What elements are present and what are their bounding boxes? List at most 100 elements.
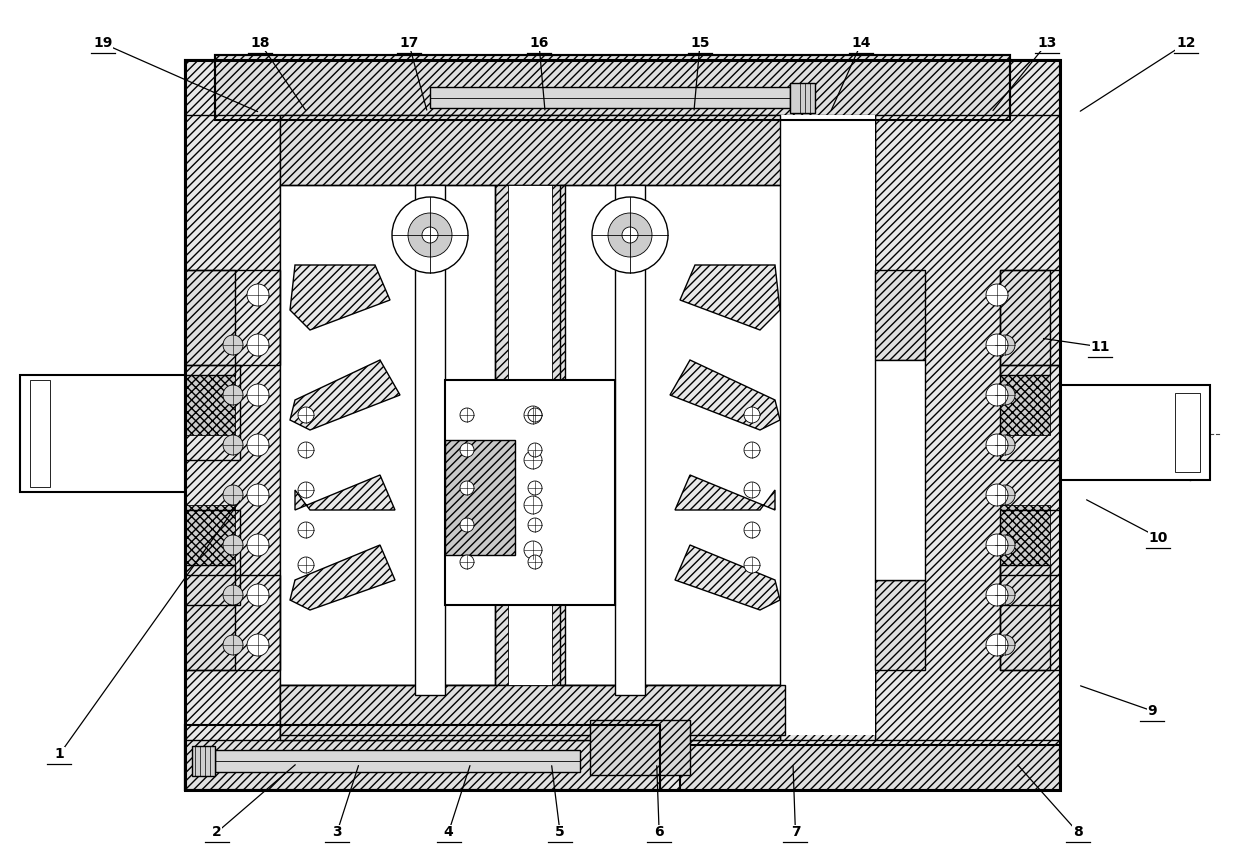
Polygon shape xyxy=(560,440,781,685)
Text: 1: 1 xyxy=(55,747,64,761)
Circle shape xyxy=(524,541,541,559)
Bar xyxy=(445,380,615,605)
Bar xyxy=(185,270,235,375)
Circle shape xyxy=(247,484,269,506)
Circle shape xyxy=(460,518,475,532)
Circle shape xyxy=(524,496,541,514)
Bar xyxy=(185,565,235,670)
Bar xyxy=(875,360,926,580)
Bar xyxy=(1175,393,1201,472)
Circle shape xyxy=(995,335,1015,355)
Text: 12: 12 xyxy=(1176,36,1196,50)
Circle shape xyxy=(528,555,541,569)
Circle shape xyxy=(528,408,541,422)
Circle shape xyxy=(223,335,243,355)
Polygon shape xyxy=(290,545,395,610)
Bar xyxy=(216,750,580,772)
Text: 10: 10 xyxy=(1149,531,1168,544)
Circle shape xyxy=(299,442,313,458)
Circle shape xyxy=(223,385,243,405)
Circle shape xyxy=(995,585,1015,605)
Bar xyxy=(280,185,496,685)
Bar xyxy=(1000,365,1061,460)
Polygon shape xyxy=(675,475,776,510)
Bar xyxy=(280,115,781,740)
Circle shape xyxy=(247,384,269,406)
Bar xyxy=(615,185,646,695)
Bar xyxy=(280,685,786,735)
Polygon shape xyxy=(675,545,781,610)
Bar xyxy=(280,115,875,735)
Bar xyxy=(875,270,926,360)
Polygon shape xyxy=(290,265,390,330)
Circle shape xyxy=(528,518,541,532)
Bar xyxy=(1000,510,1061,605)
Polygon shape xyxy=(295,475,395,510)
Circle shape xyxy=(995,535,1015,555)
Bar xyxy=(1061,385,1211,480)
Circle shape xyxy=(995,485,1015,505)
Circle shape xyxy=(392,197,468,273)
Bar xyxy=(875,580,926,670)
Circle shape xyxy=(299,557,313,573)
Circle shape xyxy=(299,407,313,423)
Circle shape xyxy=(986,334,1009,356)
Bar xyxy=(185,505,235,585)
Circle shape xyxy=(592,197,668,273)
Bar xyxy=(185,365,240,460)
Circle shape xyxy=(247,434,269,456)
Circle shape xyxy=(247,634,269,656)
Bar xyxy=(1000,565,1049,670)
Circle shape xyxy=(247,284,269,306)
Bar xyxy=(1000,270,1061,365)
Text: 19: 19 xyxy=(93,36,113,50)
Circle shape xyxy=(986,284,1009,306)
Circle shape xyxy=(524,406,541,424)
Circle shape xyxy=(460,408,475,422)
Bar xyxy=(20,375,185,492)
Bar xyxy=(790,83,815,113)
Circle shape xyxy=(223,485,243,505)
Text: 7: 7 xyxy=(790,825,800,839)
Circle shape xyxy=(247,534,269,556)
Circle shape xyxy=(995,435,1015,455)
Text: 4: 4 xyxy=(444,825,453,839)
Circle shape xyxy=(524,451,541,469)
Polygon shape xyxy=(290,440,420,600)
Text: 11: 11 xyxy=(1090,340,1110,354)
Bar xyxy=(280,685,781,740)
Circle shape xyxy=(622,227,638,243)
Circle shape xyxy=(743,407,760,423)
Bar xyxy=(280,115,781,185)
Bar xyxy=(185,270,280,365)
Circle shape xyxy=(299,522,313,538)
Circle shape xyxy=(460,555,475,569)
Circle shape xyxy=(299,482,313,498)
Polygon shape xyxy=(290,360,400,430)
Circle shape xyxy=(743,482,760,498)
Circle shape xyxy=(528,443,541,457)
Bar xyxy=(875,115,1061,740)
Circle shape xyxy=(247,584,269,606)
Circle shape xyxy=(528,481,541,495)
Bar xyxy=(185,725,660,790)
Text: 16: 16 xyxy=(529,36,549,50)
Bar xyxy=(445,440,515,555)
Bar xyxy=(185,355,235,435)
Polygon shape xyxy=(560,185,781,440)
Bar xyxy=(560,185,781,685)
Text: 13: 13 xyxy=(1037,36,1057,50)
Circle shape xyxy=(422,227,439,243)
Circle shape xyxy=(986,384,1009,406)
Bar xyxy=(1000,355,1049,435)
Circle shape xyxy=(460,481,475,495)
Circle shape xyxy=(986,534,1009,556)
Circle shape xyxy=(743,442,760,458)
Circle shape xyxy=(986,584,1009,606)
Bar xyxy=(185,510,240,605)
Bar xyxy=(216,55,1010,120)
Bar xyxy=(185,575,280,670)
Bar xyxy=(1000,575,1061,670)
Circle shape xyxy=(223,635,243,655)
Bar xyxy=(1000,505,1049,585)
